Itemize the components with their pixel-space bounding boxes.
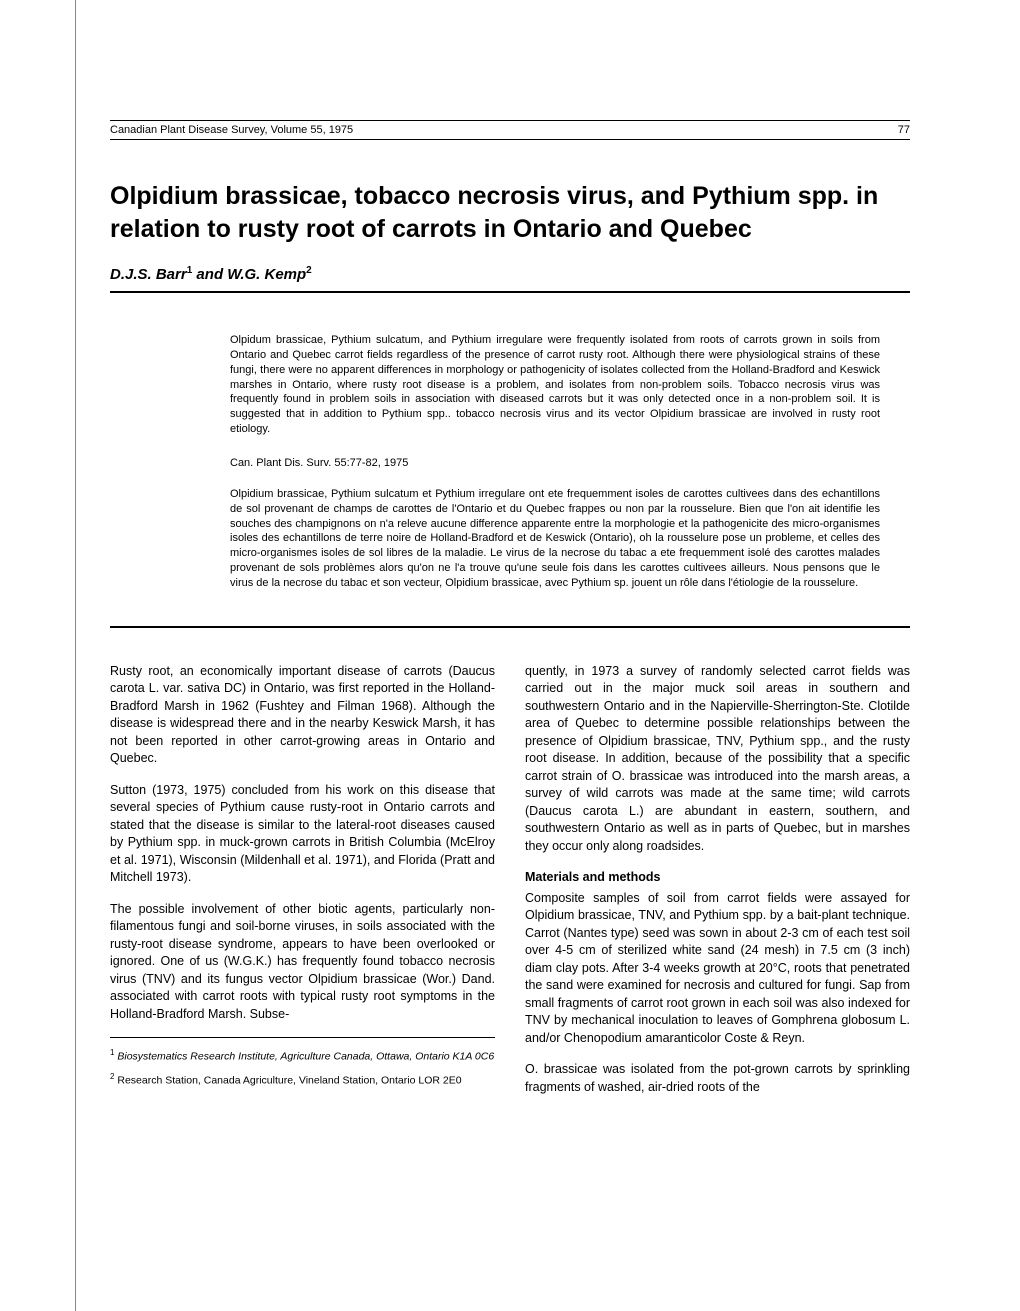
body-para-6: O. brassicae was isolated from the pot-g… [525, 1061, 910, 1096]
body-columns: Rusty root, an economically important di… [110, 663, 910, 1111]
article-title: Olpidium brassicae, tobacco necrosis vir… [110, 180, 910, 245]
body-para-5: Composite samples of soil from carrot fi… [525, 890, 910, 1048]
footnote-1-text: Biosystematics Research Institute, Agric… [114, 1051, 494, 1063]
citation: Can. Plant Dis. Surv. 55:77-82, 1975 [230, 457, 910, 469]
authors-line: D.J.S. Barr1 and W.G. Kemp2 [110, 265, 910, 283]
footnote-1: 1 Biosystematics Research Institute, Agr… [110, 1048, 495, 1064]
page-number: 77 [898, 124, 910, 136]
body-para-1: Rusty root, an economically important di… [110, 663, 495, 768]
footnote-rule [110, 1037, 495, 1038]
right-column: quently, in 1973 a survey of randomly se… [525, 663, 910, 1111]
section-heading-materials: Materials and methods [525, 869, 910, 887]
author-conjunction: and W.G. Kemp [192, 266, 306, 283]
abstract-fr-text: Olpidium brassicae, Pythium sulcatum et … [230, 487, 880, 591]
footnote-2-text: Research Station, Canada Agriculture, Vi… [114, 1075, 461, 1087]
footnote-2: 2 Research Station, Canada Agriculture, … [110, 1072, 495, 1088]
margin-rule [75, 0, 76, 1311]
body-para-4: quently, in 1973 a survey of randomly se… [525, 663, 910, 856]
body-para-2: Sutton (1973, 1975) concluded from his w… [110, 782, 495, 887]
author-1: D.J.S. Barr [110, 266, 187, 283]
header-top-rule [110, 120, 910, 121]
header-bottom-rule [110, 139, 910, 140]
abstract-en-text: Olpidum brassicae, Pythium sulcatum, and… [230, 333, 880, 437]
abstract-english: Olpidum brassicae, Pythium sulcatum, and… [230, 333, 880, 437]
abstract-french: Olpidium brassicae, Pythium sulcatum et … [230, 487, 880, 591]
body-para-3: The possible involvement of other biotic… [110, 901, 495, 1024]
title-divider [110, 291, 910, 293]
journal-name: Canadian Plant Disease Survey, Volume 55… [110, 124, 353, 136]
author-2-affil: 2 [306, 265, 312, 276]
running-header: Canadian Plant Disease Survey, Volume 55… [110, 124, 910, 139]
left-column: Rusty root, an economically important di… [110, 663, 495, 1111]
abstract-divider [110, 626, 910, 628]
